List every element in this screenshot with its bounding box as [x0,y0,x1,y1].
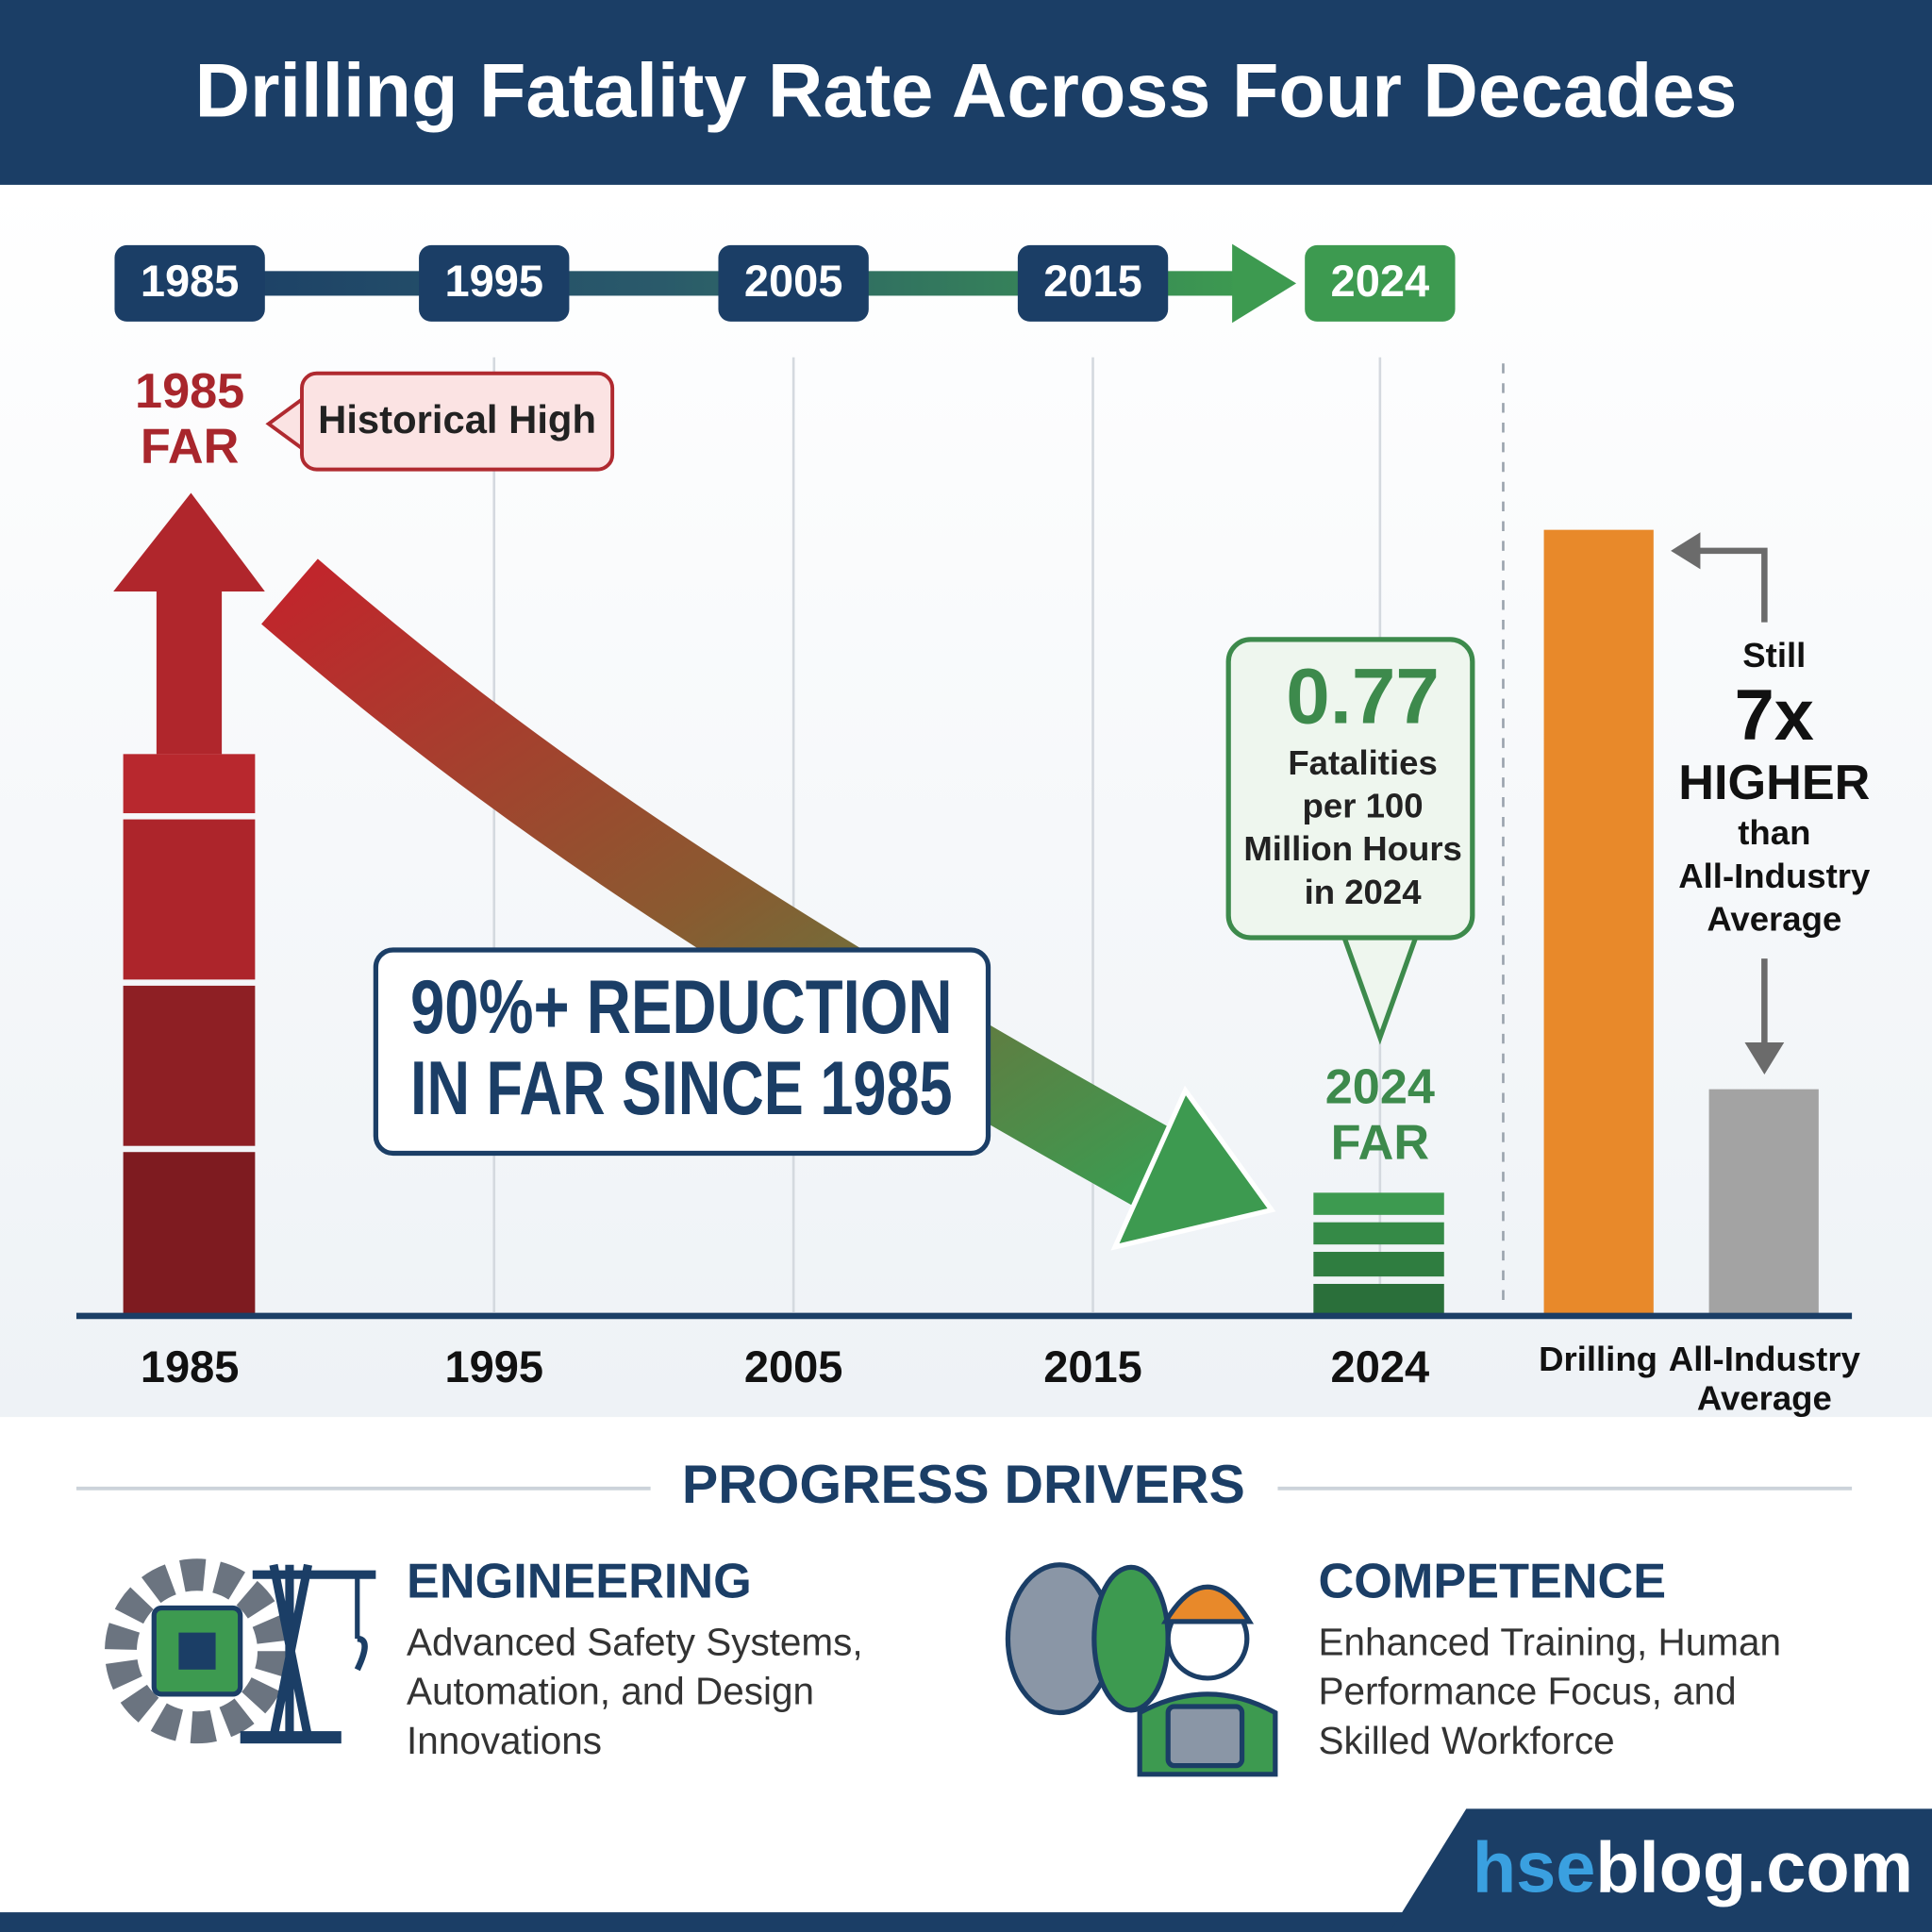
shape [1091,1564,1171,1713]
historical-text: Historical High [318,397,596,441]
timeline-arrow [1232,243,1297,324]
reduction-callout [373,947,991,1157]
rate-joint [1337,924,1424,935]
compare-text: 7x [1735,675,1814,756]
x-label: 1985 [141,1341,240,1391]
end-label: 2024 [1325,1060,1435,1115]
bar-segment [123,985,256,1146]
rate-text: Million Hours [1243,829,1462,868]
compare-arrow [1690,547,1768,623]
start-label: FAR [141,420,239,475]
timeline-pill [419,244,570,322]
drilling-bar [1543,529,1654,1315]
end-label: FAR [1331,1115,1429,1170]
timeline-label: 2015 [1043,256,1142,306]
bar-segment [123,754,256,814]
timeline-label: 1995 [444,256,543,306]
reduction-text: 90%+ REDUCTION [410,965,953,1050]
drivers-title: PROGRESS DRIVERS [682,1455,1245,1515]
compare-text: Still [1742,636,1806,675]
timeline-label: 1985 [141,256,240,306]
header-bar [0,0,1932,185]
bar-label: Average [1697,1379,1832,1418]
shape [354,1635,368,1672]
bar-segment [123,819,256,980]
up-arrow [113,492,265,755]
historical-callout [300,371,615,472]
shape [252,1563,376,1739]
bar-label: All-Industry [1669,1340,1861,1378]
shape: 1985 1995 2005 2015 2024 [114,244,1456,322]
industry-bar [1708,1089,1819,1315]
x-label: 2024 [1331,1341,1430,1391]
timeline-label: 2005 [744,256,843,306]
bar-label: Drilling [1539,1340,1657,1378]
timeline-pill [1017,244,1169,322]
driver-text: Automation, and Design [407,1670,814,1713]
end-bar [1313,1192,1444,1315]
shape [1165,1704,1245,1769]
rate-text: in 2024 [1305,873,1423,911]
shape: ENGINEERING Advanced Safety Systems, Autom… [407,1554,863,1761]
title: Drilling Fatality Rate Across Four Decad… [195,48,1738,133]
compare-text: Average [1707,900,1841,939]
trend-arrow-head [1110,1085,1276,1251]
brand: hseblog.com [1473,1827,1913,1907]
shape [1160,1584,1255,1624]
shape: 1985 1995 2005 2015 2024 [141,1341,1429,1391]
x-label: 1995 [444,1341,543,1391]
x-label: 2005 [744,1341,843,1391]
rate-text: Fatalities [1288,743,1438,782]
shape [105,1558,290,1744]
bar-segment [123,1152,256,1315]
driver-text: Skilled Workforce [1319,1719,1615,1762]
rate-value: 0.77 [1286,652,1440,741]
x-label: 2015 [1043,1341,1142,1391]
driver-title: ENGINEERING [407,1554,752,1608]
timeline-label: 2024 [1331,256,1430,306]
shape [1313,1283,1444,1315]
timeline-pill [718,244,869,322]
compare-text: than [1738,813,1810,852]
driver-text: Performance Focus, and [1319,1670,1737,1713]
rate-text: per 100 [1303,786,1424,824]
shape [178,1632,216,1670]
shape [1313,1192,1444,1215]
reduction-text: IN FAR SINCE 1985 [410,1046,953,1131]
driver-text: Enhanced Training, Human [1319,1620,1781,1663]
competence-icon [1005,1562,1278,1777]
engineering-icon [105,1558,376,1744]
shape [1313,1222,1444,1245]
timeline-pill [1305,244,1456,322]
compare-arrow-head [1744,1041,1785,1074]
start-label: 1985 [135,364,244,419]
compare-text: HIGHER [1678,756,1870,810]
shape: COMPETENCE Enhanced Training, Human Perfor… [1319,1554,1781,1761]
brand-panel [1390,1808,1932,1932]
rate-callout [1225,637,1475,941]
brand-prefix: hse [1473,1827,1596,1907]
driver-text: Innovations [407,1719,602,1762]
brand-rest: blog.com [1595,1827,1913,1907]
timeline-pill [114,244,265,322]
compare-arrow-head [1671,532,1701,570]
driver-text: Advanced Safety Systems, [407,1620,863,1663]
shape [1313,1252,1444,1277]
driver-title: COMPETENCE [1319,1554,1667,1608]
compare-text: All-Industry [1678,857,1871,895]
shape [240,1731,341,1744]
